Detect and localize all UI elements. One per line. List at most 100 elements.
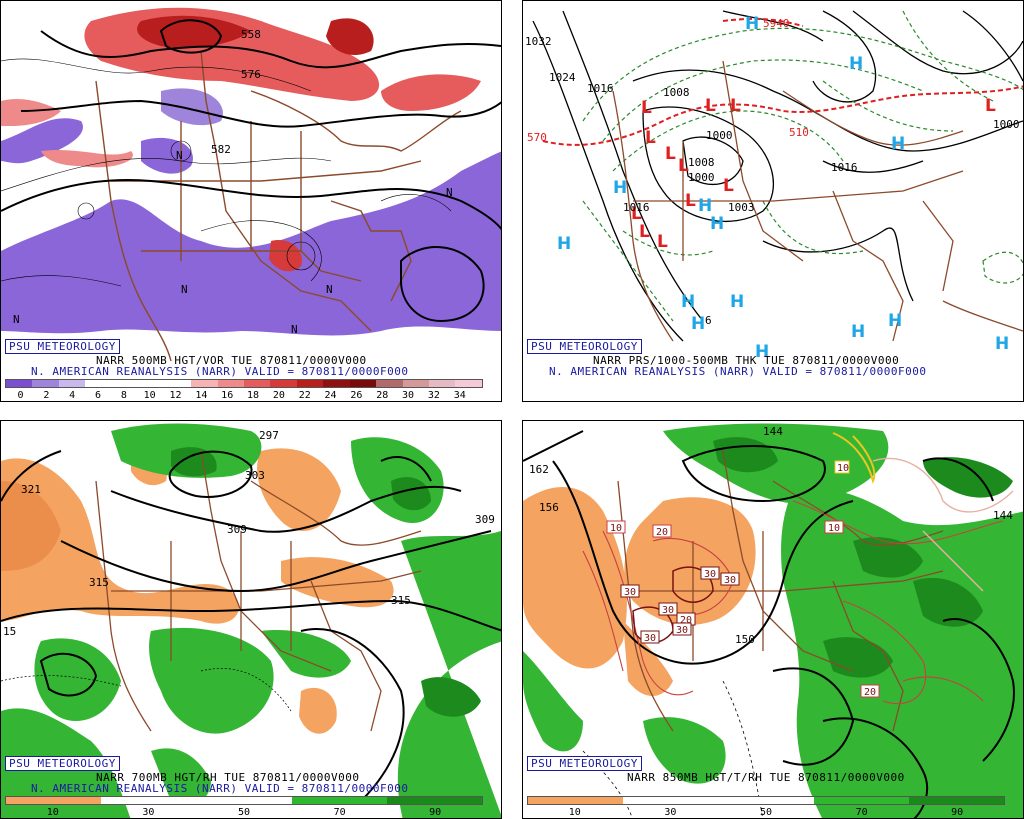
contour-label: 1016: [831, 161, 858, 174]
high-pressure-symbol: H: [755, 342, 769, 362]
chart-caption: NARR 850MB HGT/T/RH TUE 870811/0000V000: [627, 771, 905, 784]
colorbar-swatch: [291, 797, 387, 804]
contour-label: 1000: [993, 118, 1020, 131]
source-badge: PSU METEOROLOGY: [5, 756, 120, 771]
high-pressure-symbol: H: [681, 292, 695, 312]
low-pressure-symbol: L: [730, 96, 741, 116]
contour-label: 297: [259, 429, 279, 442]
svg-text:N: N: [176, 149, 183, 162]
colorbar-tick-label: 30: [402, 390, 415, 401]
vorticity-map: 558 576 582 N N N N N N: [1, 7, 501, 362]
contour-label: 1016: [587, 82, 614, 95]
pressure-map: L L L L L L L L L L L L H H H H H H H H …: [525, 10, 1023, 362]
low-pressure-symbol: L: [678, 156, 689, 176]
colorbar-tick-label: 8: [120, 390, 127, 401]
low-pressure-symbol: L: [685, 191, 696, 211]
humidity-850-map: 162 156 144 150 144 10 20 30 30 30 30 20: [523, 423, 1023, 818]
chart-subcaption: N. AMERICAN REANALYSIS (NARR) VALID = 87…: [549, 365, 927, 378]
vorticity-colorbar-ticks: 0 2 4 6 8 10 12 14 16 18 20 22 24 26 28 30 32 34: [5, 390, 483, 401]
colorbar-tick-label: 10: [46, 807, 59, 818]
high-pressure-centers: H H H H H H H H H H H H H H: [557, 14, 1009, 362]
low-pressure-symbol: L: [705, 96, 716, 116]
colorbar-tick-label: 12: [169, 390, 182, 401]
high-pressure-symbol: H: [557, 234, 571, 254]
low-pressure-symbol: L: [645, 128, 656, 148]
vorticity-colorbar: [5, 379, 483, 388]
colorbar-swatch: [349, 380, 377, 387]
contour-label: 576: [241, 68, 261, 81]
contour-label: 30: [662, 605, 674, 616]
svg-text:N: N: [446, 186, 453, 199]
colorbar-tick-label: 70: [855, 807, 868, 818]
low-pressure-symbol: L: [723, 176, 734, 196]
colorbar-swatch: [323, 380, 350, 387]
colorbar-swatch: [813, 797, 909, 804]
high-pressure-symbol: H: [891, 134, 905, 154]
high-pressure-symbol: H: [710, 214, 724, 234]
colorbar-tick-label: 14: [195, 390, 208, 401]
colorbar-tick-label: 50: [759, 807, 773, 818]
contour-label: 1032: [525, 35, 552, 48]
contour-label: 570: [527, 131, 547, 144]
colorbar-tick-label: 28: [376, 390, 389, 401]
colorbar-swatch: [376, 380, 403, 387]
colorbar-swatch: [85, 380, 112, 387]
colorbar-swatch: [623, 797, 719, 804]
colorbar-swatch: [196, 797, 292, 804]
colorbar-swatch: [58, 380, 86, 387]
high-pressure-symbol: H: [691, 314, 705, 334]
contour-label: 510: [789, 126, 809, 139]
contour-label: 10: [610, 523, 622, 534]
low-pressure-symbol: L: [657, 232, 668, 252]
source-badge: PSU METEOROLOGY: [527, 756, 642, 771]
contour-label: 582: [211, 143, 231, 156]
colorbar-tick-label: 50: [237, 807, 251, 818]
colorbar-swatch: [455, 380, 482, 387]
colorbar-swatch: [429, 380, 456, 387]
contour-label: 315: [391, 594, 411, 607]
contour-label: 30: [644, 633, 656, 644]
colorbar-swatch: [6, 797, 102, 804]
svg-text:N: N: [13, 313, 20, 326]
panel-pressure-thickness: L L L L L L L L L L L L H H H H H H H H …: [522, 0, 1024, 402]
contour-label: 1003: [728, 201, 755, 214]
colorbar-swatch: [111, 380, 139, 387]
contour-label: 1000: [706, 129, 733, 142]
contour-label: 1024: [549, 71, 576, 84]
contour-label: 1000: [688, 171, 715, 184]
colorbar-tick-label: 16: [221, 390, 234, 401]
contour-label: 30: [676, 625, 688, 636]
colorbar-tick-label: 26: [350, 390, 363, 401]
colorbar-swatch: [386, 797, 483, 804]
colorbar-tick-label: 32: [427, 390, 440, 401]
colorbar-tick-label: 30: [142, 807, 155, 818]
panel-700mb-humidity: 297 303 309 321 315 309 315 15 PSU METEO…: [0, 420, 502, 819]
colorbar-swatch: [270, 380, 297, 387]
colorbar-swatch: [138, 380, 165, 387]
low-pressure-symbol: L: [665, 144, 676, 164]
colorbar-swatch: [191, 380, 218, 387]
chart-caption: NARR PRS/1000-500MB THK TUE 870811/0000V…: [593, 354, 900, 367]
contour-label: 315: [89, 576, 109, 589]
low-pressure-centers: L L L L L L L L L L L L: [631, 96, 996, 252]
contour-label: 144: [993, 509, 1013, 522]
contour-label: 309: [475, 513, 495, 526]
colorbar-tick-label: 10: [568, 807, 581, 818]
colorbar-tick-label: 34: [453, 390, 466, 401]
high-pressure-symbol: H: [613, 178, 627, 198]
high-pressure-symbol: H: [849, 54, 863, 74]
contour-label: 30: [704, 569, 716, 580]
colorbar-swatch: [528, 797, 624, 804]
colorbar-swatch: [164, 380, 192, 387]
high-pressure-symbol: H: [995, 334, 1009, 354]
colorbar-swatch: [6, 380, 33, 387]
contour-label: 10: [837, 463, 849, 474]
colorbar-swatch: [243, 380, 271, 387]
contour-label: 309: [227, 523, 247, 536]
high-pressure-symbol: H: [888, 311, 902, 331]
high-pressure-symbol: H: [745, 14, 759, 34]
colorbar-swatch: [101, 797, 197, 804]
contour-label: 20: [864, 687, 876, 698]
high-pressure-symbol: H: [698, 196, 712, 216]
contour-label: 1008: [688, 156, 715, 169]
